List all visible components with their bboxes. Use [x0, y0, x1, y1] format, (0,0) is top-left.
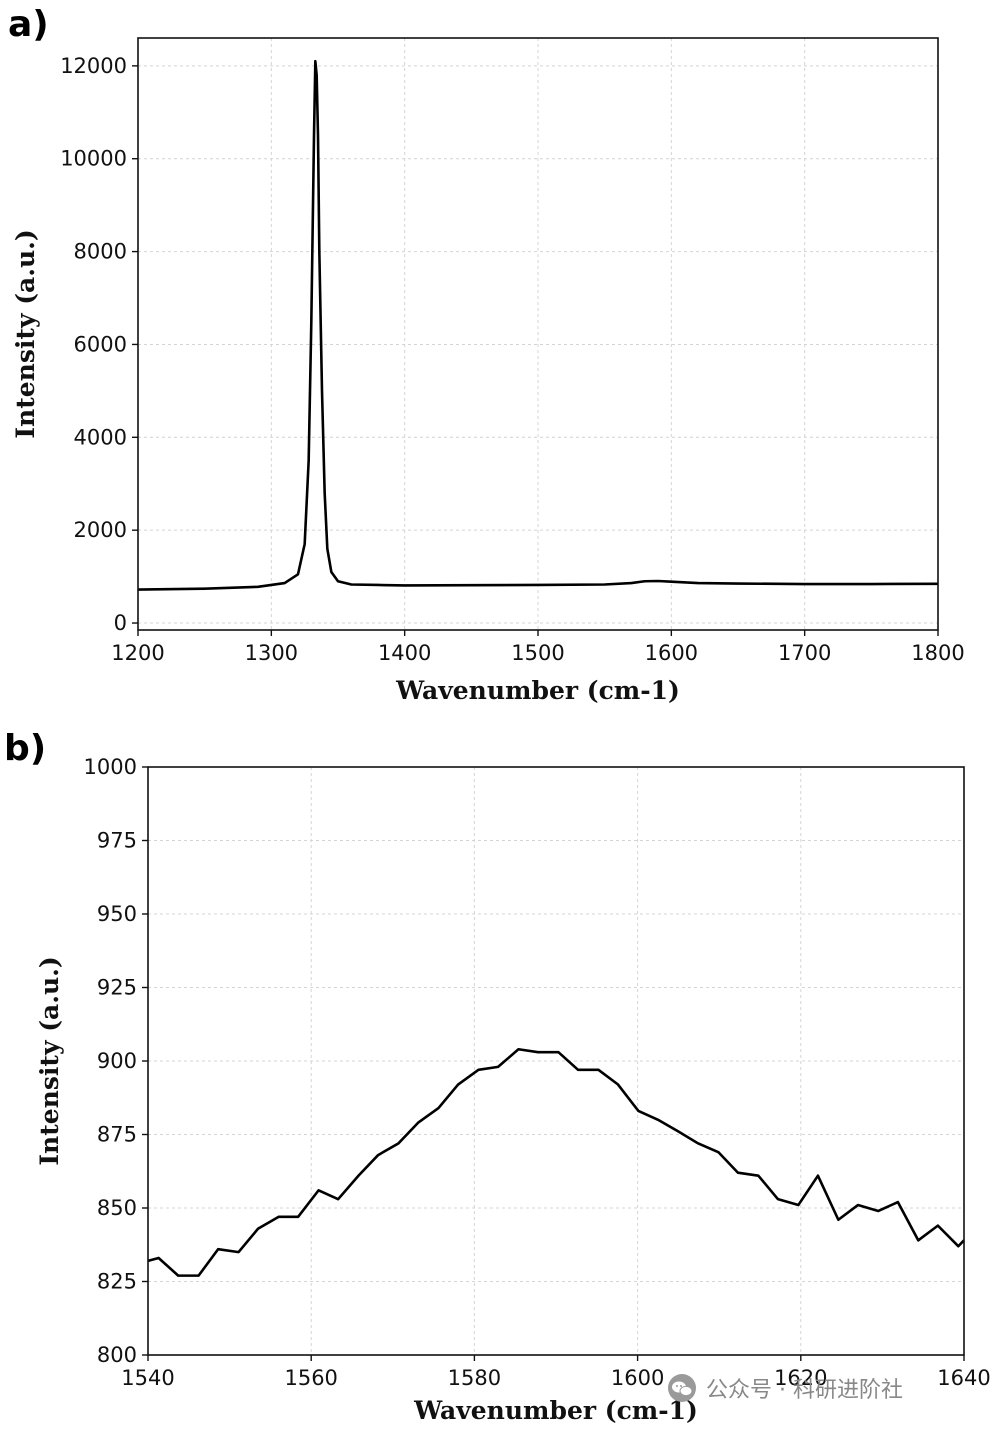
- b-x-tick-label: 1540: [121, 1366, 174, 1390]
- b-y-tick-label: 1000: [84, 755, 137, 779]
- a-y-tick-label: 8000: [74, 240, 127, 264]
- a-x-tick-label: 1800: [911, 641, 964, 665]
- b-x-tick-label: 1620: [774, 1366, 827, 1390]
- watermark: 公众号 · 科研进阶社: [668, 1374, 903, 1403]
- b-y-tick-label: 800: [97, 1343, 137, 1367]
- wechat-icon: [668, 1374, 696, 1402]
- b-y-tick-label: 900: [97, 1049, 137, 1073]
- panel-b-x-axis-label: Wavenumber (cm-1): [413, 1396, 698, 1425]
- a-y-tick-label: 0: [114, 611, 127, 635]
- panel-b-label: b): [4, 728, 46, 769]
- a-x-tick-label: 1700: [778, 641, 831, 665]
- a-x-tick-label: 1200: [111, 641, 164, 665]
- watermark-text: 公众号 · 科研进阶社: [706, 1378, 903, 1403]
- panel-b-grid: [147, 766, 965, 1356]
- panel-a-chart: 1200 1300 1400 1500 1600 1700 1800 0 2000 4000 600…: [8, 4, 965, 705]
- panel-b-chart: 1540 1560 1580 1600 1620 1640 800 825 850 875 900 9…: [4, 728, 991, 1425]
- b-y-tick-label: 975: [97, 829, 137, 853]
- a-y-tick-label: 12000: [60, 54, 127, 78]
- panel-a-spectrum-line: [137, 59, 939, 591]
- b-y-tick-label: 875: [97, 1123, 137, 1147]
- panel-b-spectrum-line: [147, 1047, 965, 1277]
- panel-a-y-axis-label: Intensity (a.u.): [11, 229, 40, 438]
- a-y-tick-label: 6000: [74, 332, 127, 356]
- a-x-tick-label: 1500: [511, 641, 564, 665]
- b-y-tick-label: 825: [97, 1270, 137, 1294]
- panel-b-y-axis-label: Intensity (a.u.): [35, 956, 64, 1165]
- panel-a-grid: [137, 38, 939, 630]
- a-x-tick-label: 1400: [378, 641, 431, 665]
- a-y-tick-label: 2000: [74, 518, 127, 542]
- a-x-tick-label: 1300: [245, 641, 298, 665]
- b-y-tick-label: 850: [97, 1196, 137, 1220]
- b-x-tick-label: 1560: [284, 1366, 337, 1390]
- panel-a-ticks: 1200 1300 1400 1500 1600 1700 1800 0 2000 4000 600…: [60, 54, 965, 665]
- panel-a-x-axis-label: Wavenumber (cm-1): [395, 676, 680, 705]
- b-y-tick-label: 925: [97, 976, 137, 1000]
- panel-a-label: a): [8, 4, 49, 45]
- b-x-tick-label: 1580: [448, 1366, 501, 1390]
- b-x-tick-label: 1600: [611, 1366, 664, 1390]
- a-y-tick-label: 10000: [60, 147, 127, 171]
- b-x-tick-label: 1640: [937, 1366, 990, 1390]
- b-y-tick-label: 950: [97, 902, 137, 926]
- a-y-tick-label: 4000: [74, 425, 127, 449]
- panel-b-ticks: 1540 1560 1580 1600 1620 1640 800 825 850 875 900 9…: [84, 755, 991, 1390]
- a-x-tick-label: 1600: [645, 641, 698, 665]
